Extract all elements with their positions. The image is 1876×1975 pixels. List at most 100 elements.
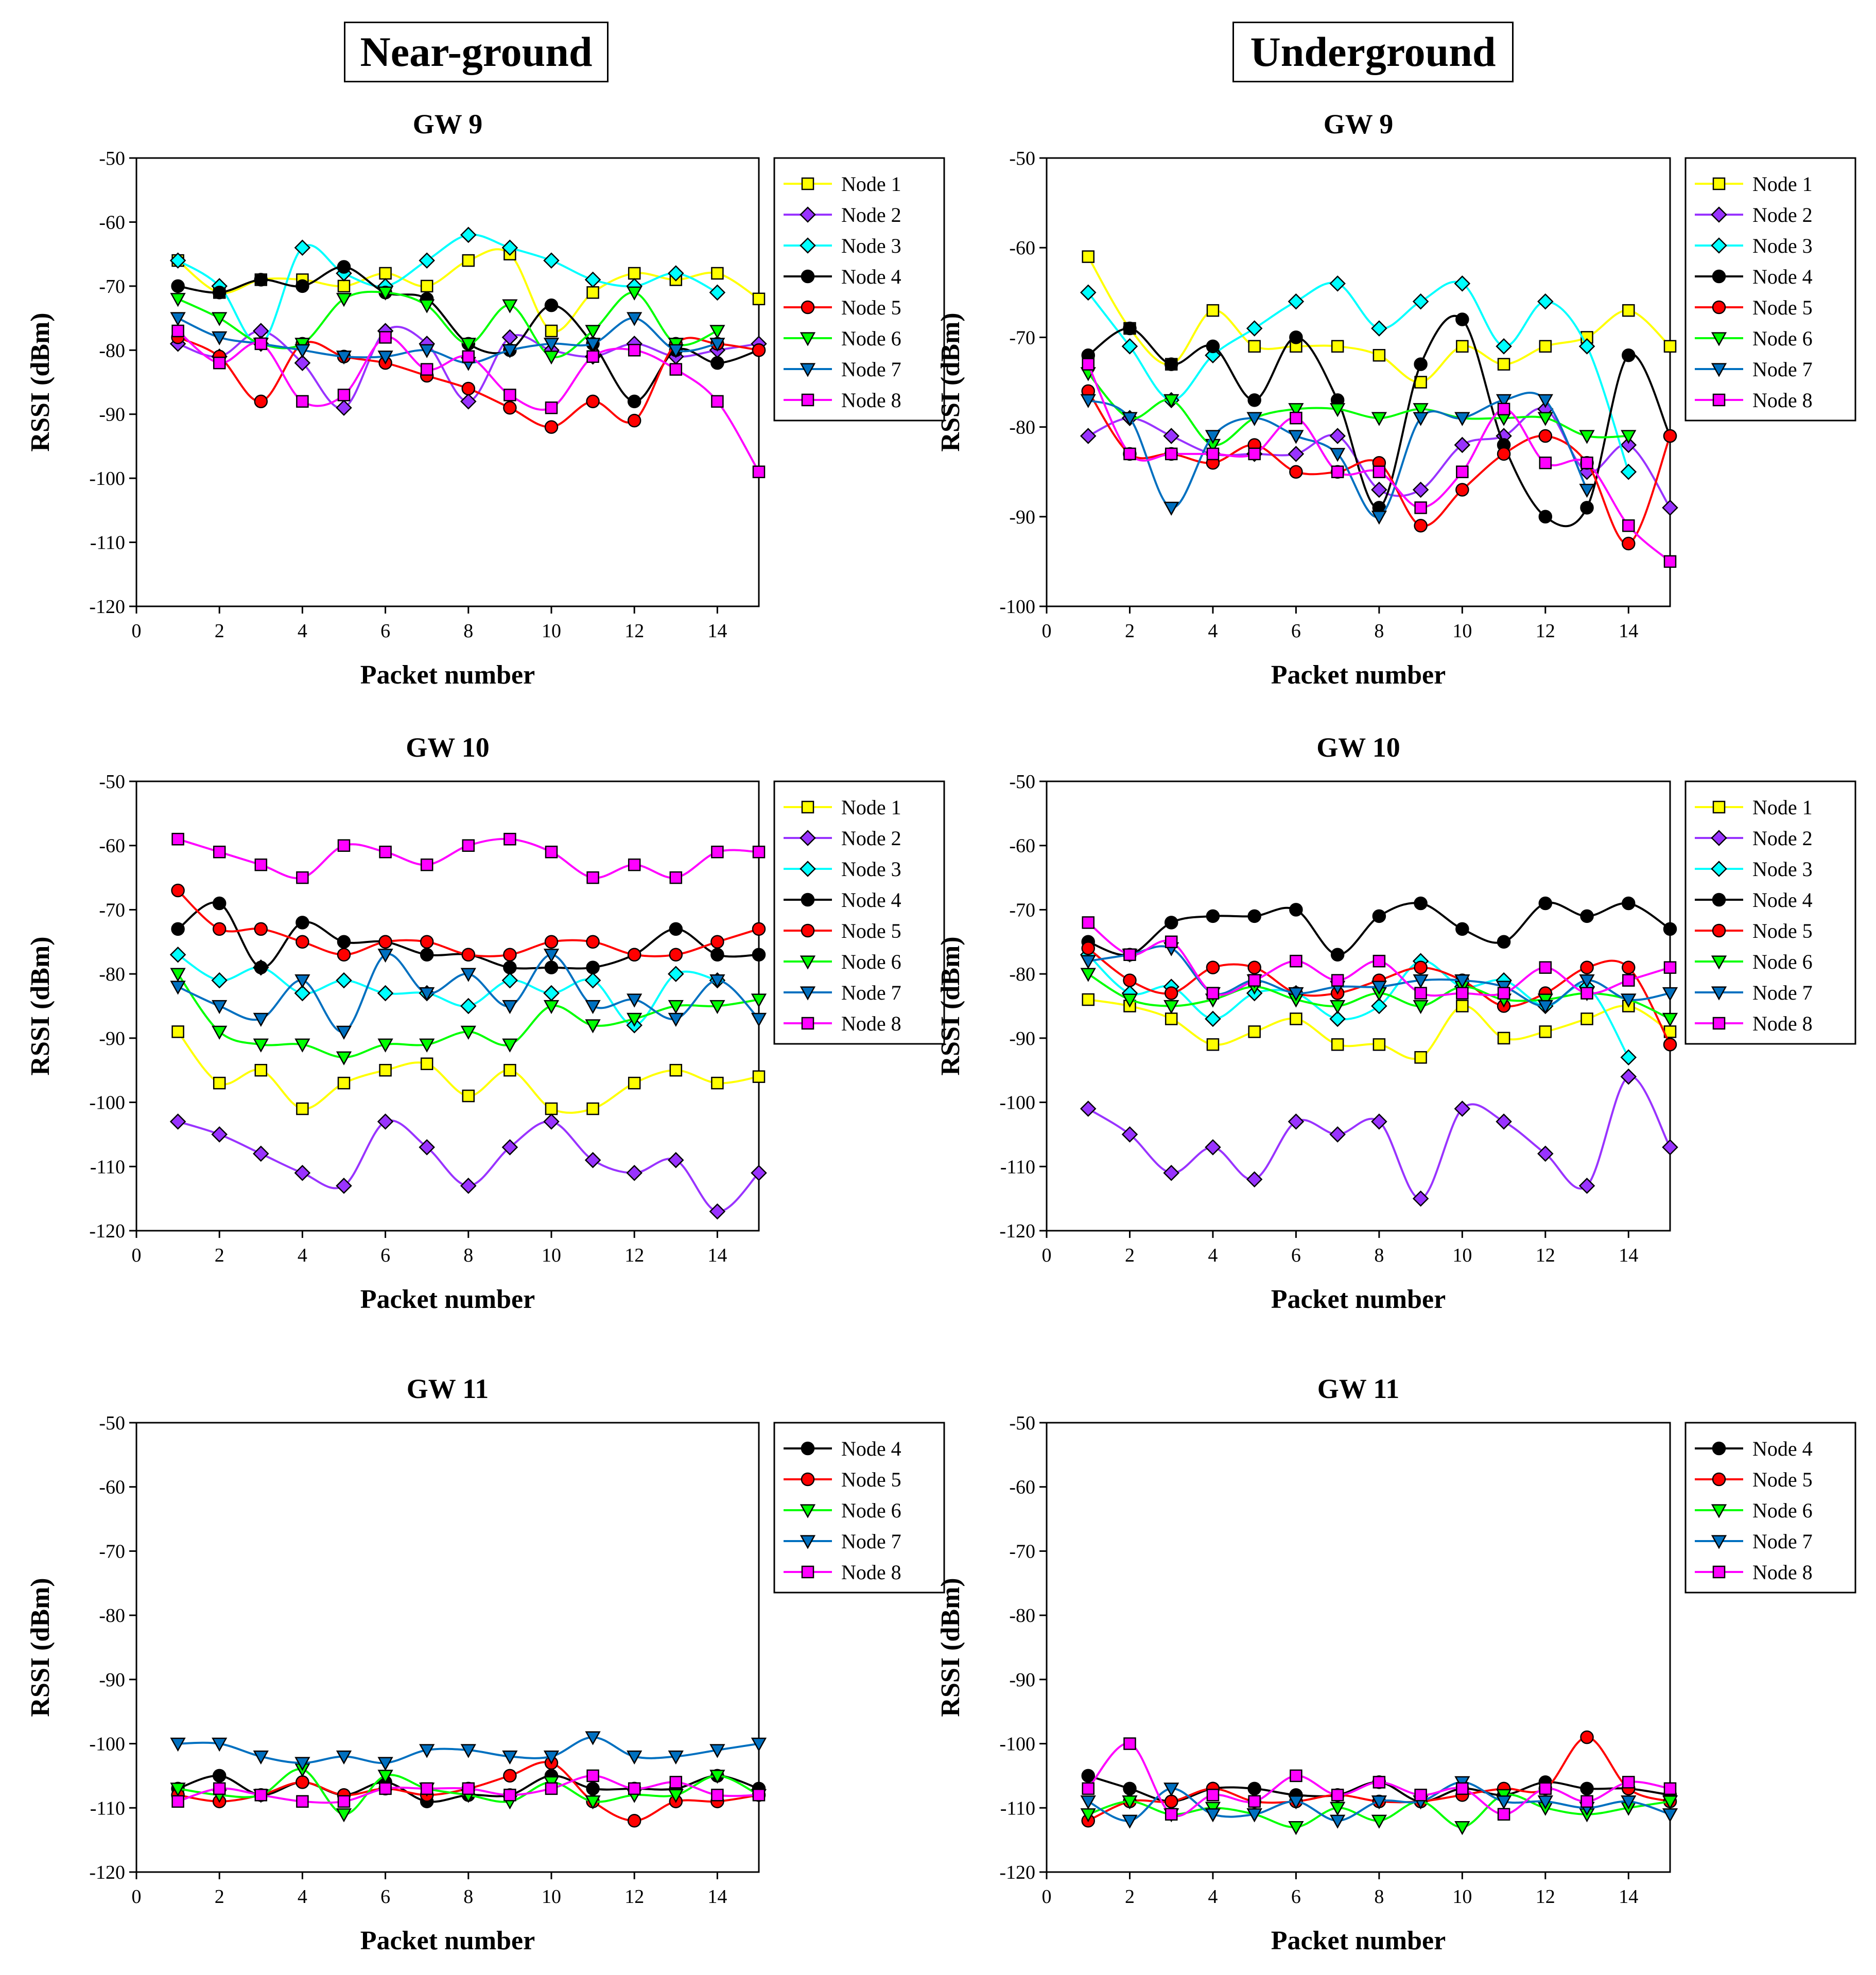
legend-marker [1712, 1472, 1726, 1487]
data-point [419, 1744, 435, 1758]
data-point [1371, 981, 1387, 995]
data-point [1330, 1802, 1346, 1816]
data-point [1413, 412, 1429, 426]
data-point [586, 1102, 599, 1115]
legend-marker [801, 893, 815, 907]
data-point [1164, 357, 1178, 371]
chart-title: GW 11 [1317, 1373, 1400, 1404]
plot-frame [1046, 1422, 1671, 1873]
series-line [177, 889, 759, 957]
data-point [711, 1076, 724, 1090]
data-point [294, 1164, 311, 1181]
data-point [1373, 1038, 1386, 1051]
data-point [377, 1038, 393, 1053]
data-point [1290, 954, 1302, 968]
legend-marker [1711, 206, 1727, 223]
legend-label: Node 8 [1752, 1561, 1813, 1584]
legend-item-node-3: Node 3 [784, 234, 901, 257]
legend-item-node-5: Node 5 [784, 1468, 901, 1491]
data-point [419, 344, 435, 358]
data-point [294, 1757, 310, 1771]
data-point [1205, 1139, 1221, 1156]
data-point [420, 363, 433, 376]
chart-title: GW 9 [413, 109, 483, 139]
data-point [585, 338, 601, 352]
data-point [1456, 1782, 1469, 1795]
data-point [1206, 987, 1220, 1000]
y-axis-label: RSSI (dBm) [26, 936, 55, 1075]
legend-label: Node 7 [841, 981, 901, 1004]
data-point [1163, 1000, 1179, 1015]
legend-item-node-2: Node 2 [784, 827, 901, 850]
data-point [627, 1813, 641, 1828]
legend-item-node-6: Node 6 [1695, 1499, 1813, 1522]
data-point [752, 922, 766, 936]
data-point [1579, 483, 1595, 498]
data-point [627, 312, 642, 326]
legend-item-node-6: Node 6 [1695, 327, 1813, 350]
data-point [710, 356, 724, 370]
legend-marker [1711, 237, 1727, 254]
data-point [502, 344, 518, 358]
data-point [296, 1795, 309, 1808]
data-point [337, 389, 351, 401]
x-tick-label: 10 [1452, 1886, 1472, 1908]
data-point [1496, 1795, 1512, 1810]
legend-marker [801, 1472, 815, 1487]
data-point [586, 350, 599, 363]
data-point [1414, 501, 1427, 514]
legend-item-node-5: Node 5 [784, 296, 901, 319]
data-point [1662, 1808, 1678, 1823]
data-point [1329, 1010, 1346, 1027]
series-node-8 [1082, 358, 1677, 568]
data-point [254, 337, 268, 351]
data-point [711, 845, 724, 859]
y-tick-label: -50 [1009, 1412, 1035, 1434]
chart-near-ground-gw-11: GW 11 -120 -110 -100 -90 -80 -70 -60 -50 0 2 4 6 8 10 1… [26, 1373, 945, 1955]
data-point [1497, 1808, 1510, 1821]
x-tick-label: 10 [1452, 1245, 1472, 1266]
data-point [1580, 1012, 1593, 1025]
chart-title: GW 11 [407, 1373, 489, 1404]
data-point [1371, 1814, 1387, 1829]
x-tick-label: 8 [1374, 1886, 1384, 1908]
data-point [1538, 510, 1553, 524]
data-point [1123, 447, 1136, 461]
data-point [1454, 1100, 1471, 1117]
data-point [1412, 293, 1429, 310]
data-point [1373, 465, 1386, 478]
legend-item-node-5: Node 5 [1695, 919, 1813, 942]
data-point [1454, 1821, 1470, 1836]
data-point [213, 1076, 226, 1090]
x-tick-label: 10 [542, 1886, 561, 1908]
data-point [1164, 986, 1178, 1000]
data-point [336, 1051, 352, 1065]
data-point [586, 394, 600, 409]
data-point [1539, 340, 1552, 353]
data-point [1578, 338, 1595, 355]
x-tick-label: 6 [380, 620, 390, 642]
data-point [1248, 447, 1261, 461]
legend-label: Node 1 [841, 172, 901, 196]
y-tick-label: -60 [99, 835, 125, 857]
column-title-underground: Underground [1232, 22, 1514, 82]
data-point [586, 871, 599, 884]
data-point [752, 948, 766, 962]
data-point [296, 871, 309, 884]
y-tick-label: -80 [99, 340, 125, 361]
data-point [461, 381, 476, 396]
data-point [1165, 1012, 1178, 1025]
series-node-8 [171, 832, 766, 884]
data-point [1454, 275, 1471, 292]
data-point [461, 948, 476, 962]
data-point [628, 344, 641, 357]
legend-item-node-3: Node 3 [1695, 234, 1813, 257]
data-point [1247, 393, 1261, 407]
data-point [503, 832, 516, 846]
legend-marker [1712, 177, 1726, 190]
x-tick-label: 4 [1208, 1245, 1218, 1266]
data-point [254, 858, 268, 871]
x-axis-label: Packet number [1271, 660, 1446, 690]
data-point [627, 1750, 642, 1765]
legend-marker [800, 986, 816, 1001]
